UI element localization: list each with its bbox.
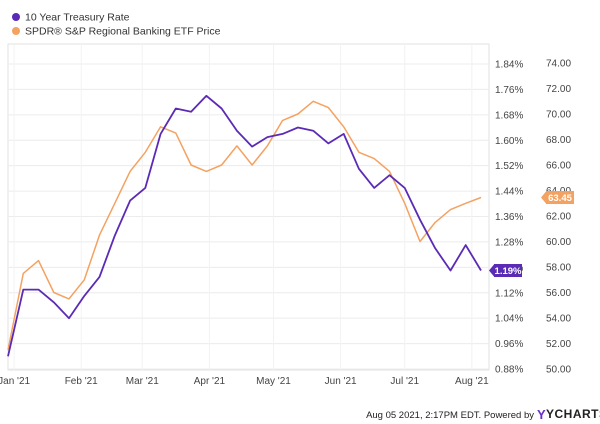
end-badge-kre-pointer bbox=[541, 191, 546, 204]
y-tick-left: 0.96% bbox=[495, 339, 523, 350]
y-tick-left: 1.76% bbox=[495, 85, 523, 96]
legend-label-treasury: 10 Year Treasury Rate bbox=[25, 12, 130, 24]
end-badge-treasury-box bbox=[494, 264, 522, 278]
x-tick: Jul '21 bbox=[390, 376, 419, 387]
x-tick: Feb '21 bbox=[65, 376, 98, 387]
y-tick-left: 1.12% bbox=[495, 288, 523, 299]
legend-swatch-kre bbox=[12, 27, 20, 35]
y-tick-right: 72.00 bbox=[546, 84, 571, 95]
y-tick-right: 62.00 bbox=[546, 212, 571, 223]
end-badge-kre-box bbox=[546, 191, 574, 205]
y-tick-left: 1.04% bbox=[495, 314, 523, 325]
footer-brand: YCHARTS bbox=[546, 407, 600, 421]
y-tick-right: 74.00 bbox=[546, 59, 571, 70]
legend-label-kre: SPDR® S&P Regional Banking ETF Price bbox=[25, 26, 221, 38]
plot-frame bbox=[7, 43, 490, 371]
footer: Aug 05 2021, 2:17PM EDT. Powered by Y YC… bbox=[366, 407, 600, 422]
y-tick-right: 52.00 bbox=[546, 339, 571, 350]
series-line-kre bbox=[7, 100, 482, 351]
x-tick: May '21 bbox=[256, 376, 291, 387]
y-tick-left: 0.88% bbox=[495, 365, 523, 376]
end-badge-treasury: 1.19% bbox=[489, 264, 522, 278]
y-tick-left: 1.52% bbox=[495, 161, 523, 172]
x-tick: Aug '21 bbox=[455, 376, 489, 387]
y-tick-left: 1.36% bbox=[495, 212, 523, 223]
y-tick-right: 66.00 bbox=[546, 161, 571, 172]
footer-timestamp: Aug 05 2021, 2:17PM EDT. Powered by bbox=[366, 410, 534, 421]
y-tick-right: 56.00 bbox=[546, 288, 571, 299]
y-tick-right: 68.00 bbox=[546, 135, 571, 146]
x-tick: Jun '21 bbox=[325, 376, 357, 387]
legend-swatch-treasury bbox=[12, 13, 20, 21]
y-tick-right: 50.00 bbox=[546, 365, 571, 376]
ycharts-logo-icon: Y bbox=[537, 407, 546, 422]
y-tick-left: 1.68% bbox=[495, 110, 523, 121]
legend: 10 Year Treasury Rate SPDR® S&P Regional… bbox=[12, 12, 221, 38]
series-line-treasury bbox=[7, 94, 482, 357]
x-tick: Apr '21 bbox=[194, 376, 226, 387]
y-tick-left: 1.28% bbox=[495, 237, 523, 248]
y-tick-right: 54.00 bbox=[546, 314, 571, 325]
end-badge-treasury-label: 1.19% bbox=[495, 266, 522, 277]
y-tick-right: 60.00 bbox=[546, 237, 571, 248]
axis-ticks: 0.88%0.96%1.04%1.12%1.20%1.28%1.36%1.44%… bbox=[0, 59, 571, 388]
end-badges: 1.19% 63.45 bbox=[489, 191, 574, 278]
y-tick-left: 1.44% bbox=[495, 187, 523, 198]
y-tick-right: 70.00 bbox=[546, 110, 571, 121]
end-badge-kre-label: 63.45 bbox=[548, 193, 572, 204]
grid bbox=[8, 44, 489, 370]
series bbox=[7, 94, 482, 357]
end-badge-kre: 63.45 bbox=[541, 191, 574, 205]
x-tick: Mar '21 bbox=[126, 376, 159, 387]
x-tick: Jan '21 bbox=[0, 376, 31, 387]
end-badge-treasury-pointer bbox=[489, 264, 494, 277]
y-tick-right: 58.00 bbox=[546, 263, 571, 274]
y-tick-left: 1.84% bbox=[495, 60, 523, 71]
y-tick-left: 1.60% bbox=[495, 136, 523, 147]
